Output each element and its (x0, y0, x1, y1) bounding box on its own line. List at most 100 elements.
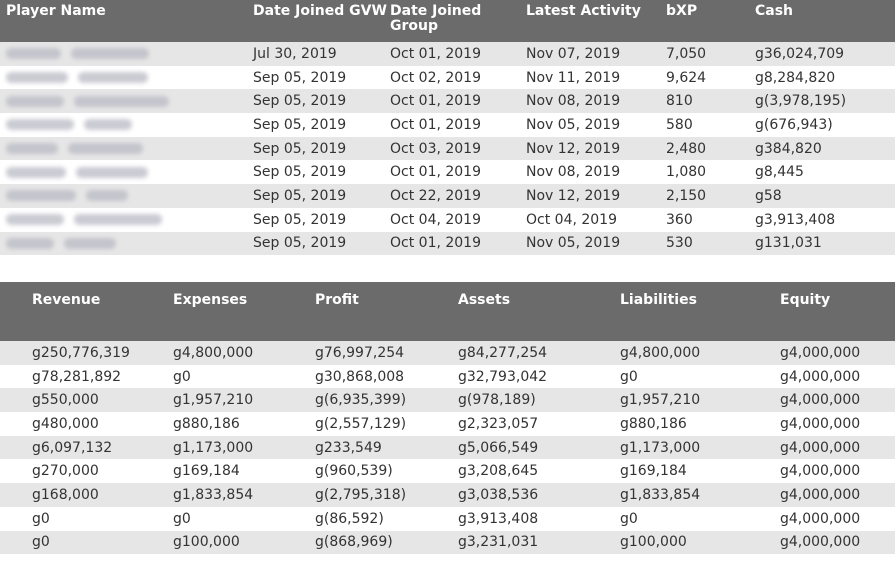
column-header-expenses[interactable]: Expenses (173, 282, 315, 341)
equity-cell: g4,000,000 (780, 463, 861, 480)
table-row[interactable]: g0 g100,000 g(868,969) g3,231,031 g100,000 g4… (0, 530, 895, 555)
bxp-cell: 360 (666, 211, 693, 228)
bxp-cell: 1,080 (666, 164, 707, 181)
expenses-cell: g1,173,000 (173, 435, 315, 460)
revenue-cell: g480,000 (32, 415, 99, 432)
liabilities-cell: g0 (620, 510, 638, 527)
date-joined-gvw-cell: Jul 30, 2019 (253, 42, 390, 66)
revenue-cell: g0 (0, 530, 173, 555)
bxp-cell: 580 (666, 116, 693, 133)
assets-cell: g2,323,057 (458, 415, 539, 432)
column-header-cash[interactable]: Cash (755, 0, 895, 42)
expenses-cell: g1,833,854 (173, 483, 315, 507)
date-joined-gvw-cell: Sep 05, 2019 (253, 116, 347, 133)
column-header-date-joined-group[interactable]: Date Joined Group (390, 0, 526, 42)
equity-cell: g4,000,000 (780, 435, 895, 460)
table-row[interactable]: Sep 05, 2019 Oct 01, 2019 Nov 05, 2019 580 g… (0, 113, 895, 137)
profit-cell: g(2,557,129) (315, 415, 407, 432)
latest-activity-cell: Nov 08, 2019 (526, 89, 666, 114)
player-name-cell-redacted (0, 184, 253, 208)
table-row[interactable]: Sep 05, 2019 Oct 03, 2019 Nov 12, 2019 2,48… (0, 136, 895, 161)
table-row[interactable]: Jul 30, 2019 Oct 01, 2019 Nov 07, 2019 7,05… (0, 42, 895, 66)
redacted-full-name (71, 48, 149, 60)
column-header-latest-activity[interactable]: Latest Activity (526, 0, 666, 42)
player-name-cell-redacted (0, 231, 253, 256)
table-row[interactable]: g480,000 g880,186 g(2,557,129) g2,323,057 g8… (0, 412, 895, 436)
redacted-full-name (78, 72, 148, 84)
profit-cell: g233,549 (315, 435, 458, 460)
latest-activity-cell: Nov 05, 2019 (526, 231, 666, 256)
liabilities-cell: g0 (620, 368, 638, 385)
table-row[interactable]: g168,000 g1,833,854 g(2,795,318) g3,038,536… (0, 483, 895, 507)
table-row[interactable]: g6,097,132 g1,173,000 g233,549 g5,066,549 g1… (0, 435, 895, 460)
table-row[interactable]: Sep 05, 2019 Oct 01, 2019 Nov 08, 2019 810 g… (0, 89, 895, 114)
expenses-cell: g0 (173, 510, 191, 527)
assets-cell: g3,208,645 (458, 463, 539, 480)
liabilities-cell: g4,800,000 (620, 341, 780, 365)
assets-cell: g(978,189) (458, 388, 620, 413)
equity-cell: g4,000,000 (780, 415, 861, 432)
equity-cell: g4,000,000 (780, 388, 895, 413)
date-joined-group-cell: Oct 22, 2019 (390, 184, 526, 208)
table-row[interactable]: Sep 05, 2019 Oct 22, 2019 Nov 12, 2019 2,15… (0, 184, 895, 208)
latest-activity-cell: Nov 12, 2019 (526, 184, 666, 208)
table-row[interactable]: g0 g0 g(86,592) g3,913,408 g0 g4,000,000 (0, 507, 895, 531)
date-joined-group-cell: Oct 04, 2019 (390, 211, 481, 228)
column-header-revenue[interactable]: Revenue (0, 282, 173, 341)
equity-cell: g4,000,000 (780, 483, 895, 507)
redacted-full-name (64, 237, 116, 249)
assets-cell: g3,913,408 (458, 510, 539, 527)
expenses-cell: g0 (173, 368, 191, 385)
assets-cell: g5,066,549 (458, 435, 620, 460)
latest-activity-cell: Nov 08, 2019 (526, 164, 621, 181)
profit-cell: g(86,592) (315, 510, 384, 527)
column-header-liabilities[interactable]: Liabilities (620, 282, 780, 341)
date-joined-group-cell: Oct 01, 2019 (390, 42, 526, 66)
profit-cell: g(868,969) (315, 530, 458, 555)
revenue-cell: g78,281,892 (32, 368, 122, 385)
revenue-cell: g168,000 (0, 483, 173, 507)
table-row[interactable]: Sep 05, 2019 Oct 04, 2019 Oct 04, 2019 360 g… (0, 208, 895, 232)
table-row[interactable]: Sep 05, 2019 Oct 01, 2019 Nov 08, 2019 1,08… (0, 160, 895, 184)
redacted-username (6, 48, 61, 60)
column-header-bxp[interactable]: bXP (666, 0, 755, 42)
date-joined-group-cell: Oct 02, 2019 (390, 69, 481, 86)
financials-table-body: g250,776,319 g4,800,000 g76,997,254 g84,277… (0, 341, 895, 555)
cash-cell: g(676,943) (755, 116, 833, 133)
column-header-date-joined-gvw[interactable]: Date Joined GVW (253, 0, 390, 42)
redacted-full-name (74, 214, 162, 226)
cash-cell: g36,024,709 (755, 42, 895, 66)
column-header-assets[interactable]: Assets (458, 282, 620, 341)
date-joined-group-cell: Oct 03, 2019 (390, 136, 526, 161)
equity-cell: g4,000,000 (780, 530, 895, 555)
profit-cell: g(960,539) (315, 463, 393, 480)
cash-cell: g58 (755, 184, 895, 208)
table-row[interactable]: g270,000 g169,184 g(960,539) g3,208,645 g169… (0, 459, 895, 483)
liabilities-cell: g1,833,854 (620, 483, 780, 507)
cash-cell: g131,031 (755, 231, 895, 256)
table-row[interactable]: g250,776,319 g4,800,000 g76,997,254 g84,277… (0, 341, 895, 365)
column-header-player-name[interactable]: Player Name (0, 0, 253, 42)
profit-cell: g30,868,008 (315, 368, 405, 385)
table-row[interactable]: Sep 05, 2019 Oct 01, 2019 Nov 05, 2019 530 g… (0, 231, 895, 256)
redacted-full-name (76, 166, 148, 178)
bxp-cell: 7,050 (666, 42, 755, 66)
date-joined-group-cell: Oct 01, 2019 (390, 116, 481, 133)
table-row[interactable]: g550,000 g1,957,210 g(6,935,399) g(978,189)… (0, 388, 895, 413)
bxp-cell: 530 (666, 231, 755, 256)
date-joined-group-cell: Oct 01, 2019 (390, 231, 526, 256)
column-header-equity[interactable]: Equity (780, 282, 895, 341)
revenue-cell: g6,097,132 (0, 435, 173, 460)
player-name-cell-redacted (0, 113, 253, 137)
date-joined-gvw-cell: Sep 05, 2019 (253, 164, 347, 181)
table-row[interactable]: g78,281,892 g0 g30,868,008 g32,793,042 g0 g4,… (0, 365, 895, 389)
table-row[interactable]: Sep 05, 2019 Oct 02, 2019 Nov 11, 2019 9,62… (0, 66, 895, 90)
liabilities-cell: g100,000 (620, 530, 780, 555)
column-header-profit[interactable]: Profit (315, 282, 458, 341)
redacted-username (6, 190, 76, 202)
player-name-cell-redacted (0, 136, 253, 161)
equity-cell: g4,000,000 (780, 341, 895, 365)
financials-header-row: Revenue Expenses Profit Assets Liabiliti… (0, 282, 895, 341)
profit-cell: g76,997,254 (315, 341, 458, 365)
date-joined-gvw-cell: Sep 05, 2019 (253, 89, 390, 114)
